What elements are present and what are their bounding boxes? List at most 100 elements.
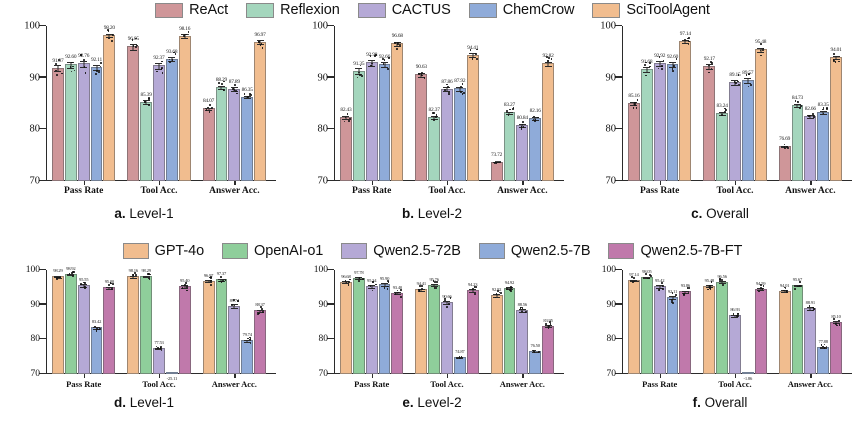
bar-openai-o1[interactable]: 98.29 bbox=[140, 268, 153, 374]
bar-openai-o1[interactable]: 95.67 bbox=[791, 277, 804, 374]
bar-reflexion[interactable]: 85.39 bbox=[140, 92, 153, 181]
bar-reflexion[interactable]: 92.60 bbox=[64, 54, 77, 181]
bar-qwen2-5-7b[interactable]: 83.42 bbox=[90, 319, 103, 374]
bar-reflexion[interactable]: 88.29 bbox=[215, 77, 228, 181]
bar-gpt-4o[interactable]: 92.82 bbox=[490, 287, 503, 374]
bar-qwen2-5-72b[interactable]: 89.74 bbox=[228, 298, 241, 374]
bar-openai-o1[interactable]: 97.37 bbox=[215, 271, 228, 374]
bar-cactus[interactable]: 89.15 bbox=[729, 72, 741, 181]
legend-item-qwen2-5-72b[interactable]: Qwen2.5-72B bbox=[341, 243, 461, 259]
bar-qwen2-5-7b[interactable]: 92.11 bbox=[666, 289, 679, 374]
bar-cactus[interactable]: 92.92 bbox=[653, 53, 666, 181]
bar-cactus[interactable]: 92.37 bbox=[153, 55, 165, 181]
bar-reflexion[interactable]: 91.35 bbox=[352, 61, 365, 181]
bar-scitoolagent[interactable]: 94.01 bbox=[830, 47, 842, 181]
bar-qwen2-5-7b[interactable]: 76.50 bbox=[529, 343, 542, 374]
bar-react[interactable]: 90.63 bbox=[415, 64, 428, 181]
bar-qwen2-5-7b[interactable] bbox=[741, 372, 754, 374]
bar-qwen2-5-72b[interactable]: 88.56 bbox=[516, 302, 529, 374]
bar-cactus[interactable]: 92.76 bbox=[77, 53, 90, 181]
bar-chemcrow[interactable]: 92.60 bbox=[666, 54, 679, 181]
bar-qwen2-5-72b[interactable]: 95.55 bbox=[77, 277, 90, 374]
bar-scitoolagent[interactable]: 98.16 bbox=[178, 26, 191, 181]
bar-openai-o1[interactable]: 94.92 bbox=[503, 280, 516, 374]
bar-qwen2-5-7b[interactable]: 79.74 bbox=[241, 332, 254, 374]
bar-reflexion[interactable]: 83.27 bbox=[503, 102, 516, 181]
bar-react[interactable]: 85.16 bbox=[628, 93, 640, 181]
bar-chemcrow[interactable]: 83.35 bbox=[817, 102, 830, 181]
bar-cactus[interactable]: 87.89 bbox=[228, 79, 241, 181]
bar-qwen2-5-72b[interactable]: 90.66 bbox=[441, 294, 453, 374]
bar-qwen2-5-7b-ft[interactable]: 94.59 bbox=[754, 281, 767, 374]
legend-item-qwen2-5-7b[interactable]: Qwen2.5-7B bbox=[478, 243, 591, 259]
legend-item-openai-o1[interactable]: OpenAI-o1 bbox=[222, 243, 323, 259]
bar-qwen2-5-7b-ft[interactable]: 85.10 bbox=[830, 314, 842, 374]
bar-scitoolagent[interactable]: 98.20 bbox=[103, 25, 116, 181]
bar-qwen2-5-7b-ft[interactable]: 83.95 bbox=[542, 318, 554, 374]
bar-qwen2-5-72b[interactable]: 77.53 bbox=[153, 340, 165, 374]
legend-item-reflexion[interactable]: Reflexion bbox=[246, 2, 340, 18]
bar-chemcrow[interactable]: 89.57 bbox=[741, 70, 754, 181]
bar-qwen2-5-7b-ft[interactable]: 95.00 bbox=[103, 279, 116, 374]
bar-chemcrow[interactable]: 82.16 bbox=[529, 108, 542, 181]
legend-item-qwen2-5-7b-ft[interactable]: Qwen2.5-7B-FT bbox=[608, 243, 742, 259]
bar-openai-o1[interactable]: 95.76 bbox=[428, 277, 441, 374]
legend-item-scitoolagent[interactable]: SciToolAgent bbox=[592, 2, 710, 18]
bar-react[interactable]: 73.72 bbox=[490, 152, 503, 181]
bar-qwen2-5-7b[interactable]: 74.87 bbox=[453, 349, 466, 374]
bar-openai-o1[interactable]: 98.05 bbox=[640, 269, 653, 374]
bar-qwen2-5-7b[interactable]: 95.90 bbox=[378, 276, 391, 374]
bar-qwen2-5-72b[interactable]: 86.93 bbox=[729, 307, 741, 374]
bar-reflexion[interactable]: 83.24 bbox=[716, 103, 729, 181]
bar-react[interactable]: 84.07 bbox=[202, 98, 215, 181]
bar-chemcrow[interactable]: 93.68 bbox=[165, 49, 178, 181]
bar-react[interactable]: 92.17 bbox=[703, 56, 716, 181]
bar-scitoolagent[interactable]: 96.97 bbox=[254, 32, 266, 181]
bar-scitoolagent[interactable]: 96.68 bbox=[391, 33, 404, 181]
bar-qwen2-5-7b-ft[interactable]: 93.40 bbox=[391, 285, 404, 374]
bar-qwen2-5-7b[interactable]: 77.88 bbox=[817, 339, 830, 374]
bar-scitoolagent[interactable]: 95.48 bbox=[754, 39, 767, 181]
bar-gpt-4o[interactable]: 96.97 bbox=[202, 273, 215, 374]
bar-gpt-4o[interactable]: 94.41 bbox=[415, 281, 428, 374]
bar-qwen2-5-72b[interactable]: 95.34 bbox=[365, 278, 378, 374]
bar-qwen2-5-7b-ft[interactable]: 94.23 bbox=[466, 282, 479, 374]
bar-scitoolagent[interactable]: 97.14 bbox=[679, 31, 692, 181]
bar-react[interactable]: 96.05 bbox=[127, 36, 140, 181]
bar-reflexion[interactable]: 84.73 bbox=[791, 95, 804, 181]
bar-openai-o1[interactable]: 96.56 bbox=[716, 274, 729, 374]
bar-gpt-4o[interactable]: 95.48 bbox=[703, 278, 716, 374]
bar-gpt-4o[interactable]: 98.16 bbox=[127, 268, 140, 374]
bar-qwen2-5-72b[interactable]: 88.91 bbox=[804, 300, 817, 374]
bar-cactus[interactable]: 92.98 bbox=[365, 52, 378, 181]
bar-cactus[interactable]: 82.66 bbox=[804, 106, 817, 181]
bar-qwen2-5-7b-ft[interactable]: 93.86 bbox=[679, 283, 692, 374]
bar-gpt-4o[interactable]: 96.68 bbox=[340, 274, 352, 374]
bar-react[interactable]: 76.69 bbox=[778, 136, 791, 181]
bar-openai-o1[interactable]: 98.92 bbox=[64, 266, 77, 374]
bar-chemcrow[interactable]: 87.92 bbox=[453, 78, 466, 181]
bar-qwen2-5-72b[interactable]: 95.42 bbox=[653, 278, 666, 374]
bar-qwen2-5-7b[interactable] bbox=[165, 372, 178, 374]
legend-item-chemcrow[interactable]: ChemCrow bbox=[468, 2, 575, 18]
bar-cactus[interactable]: 87.86 bbox=[441, 79, 453, 181]
bar-reflexion[interactable]: 82.37 bbox=[428, 107, 441, 181]
bar-cactus[interactable]: 80.84 bbox=[516, 115, 529, 181]
bar-react[interactable]: 91.97 bbox=[52, 58, 64, 181]
bar-gpt-4o[interactable]: 94.01 bbox=[778, 283, 791, 374]
bar-qwen2-5-7b-ft[interactable]: 88.37 bbox=[254, 302, 266, 374]
bar-reflexion[interactable]: 91.68 bbox=[640, 59, 653, 181]
bar-react[interactable]: 82.43 bbox=[340, 107, 352, 181]
legend-item-react[interactable]: ReAct bbox=[155, 2, 228, 18]
bar-scitoolagent[interactable]: 92.82 bbox=[542, 53, 554, 181]
legend-item-cactus[interactable]: CACTUS bbox=[357, 2, 451, 18]
legend-item-gpt-4o[interactable]: GPT-4o bbox=[122, 243, 204, 259]
bar-gpt-4o[interactable]: 97.14 bbox=[628, 272, 640, 374]
bar-openai-o1[interactable]: 97.78 bbox=[352, 270, 365, 374]
bar-chemcrow[interactable]: 86.35 bbox=[241, 87, 254, 181]
bar-qwen2-5-7b-ft[interactable]: 95.40 bbox=[178, 278, 191, 374]
bar-chemcrow[interactable]: 92.11 bbox=[90, 57, 103, 181]
bar-gpt-4o[interactable]: 98.29 bbox=[52, 268, 64, 374]
bar-scitoolagent[interactable]: 94.41 bbox=[466, 45, 479, 181]
bar-chemcrow[interactable]: 92.66 bbox=[378, 54, 391, 181]
